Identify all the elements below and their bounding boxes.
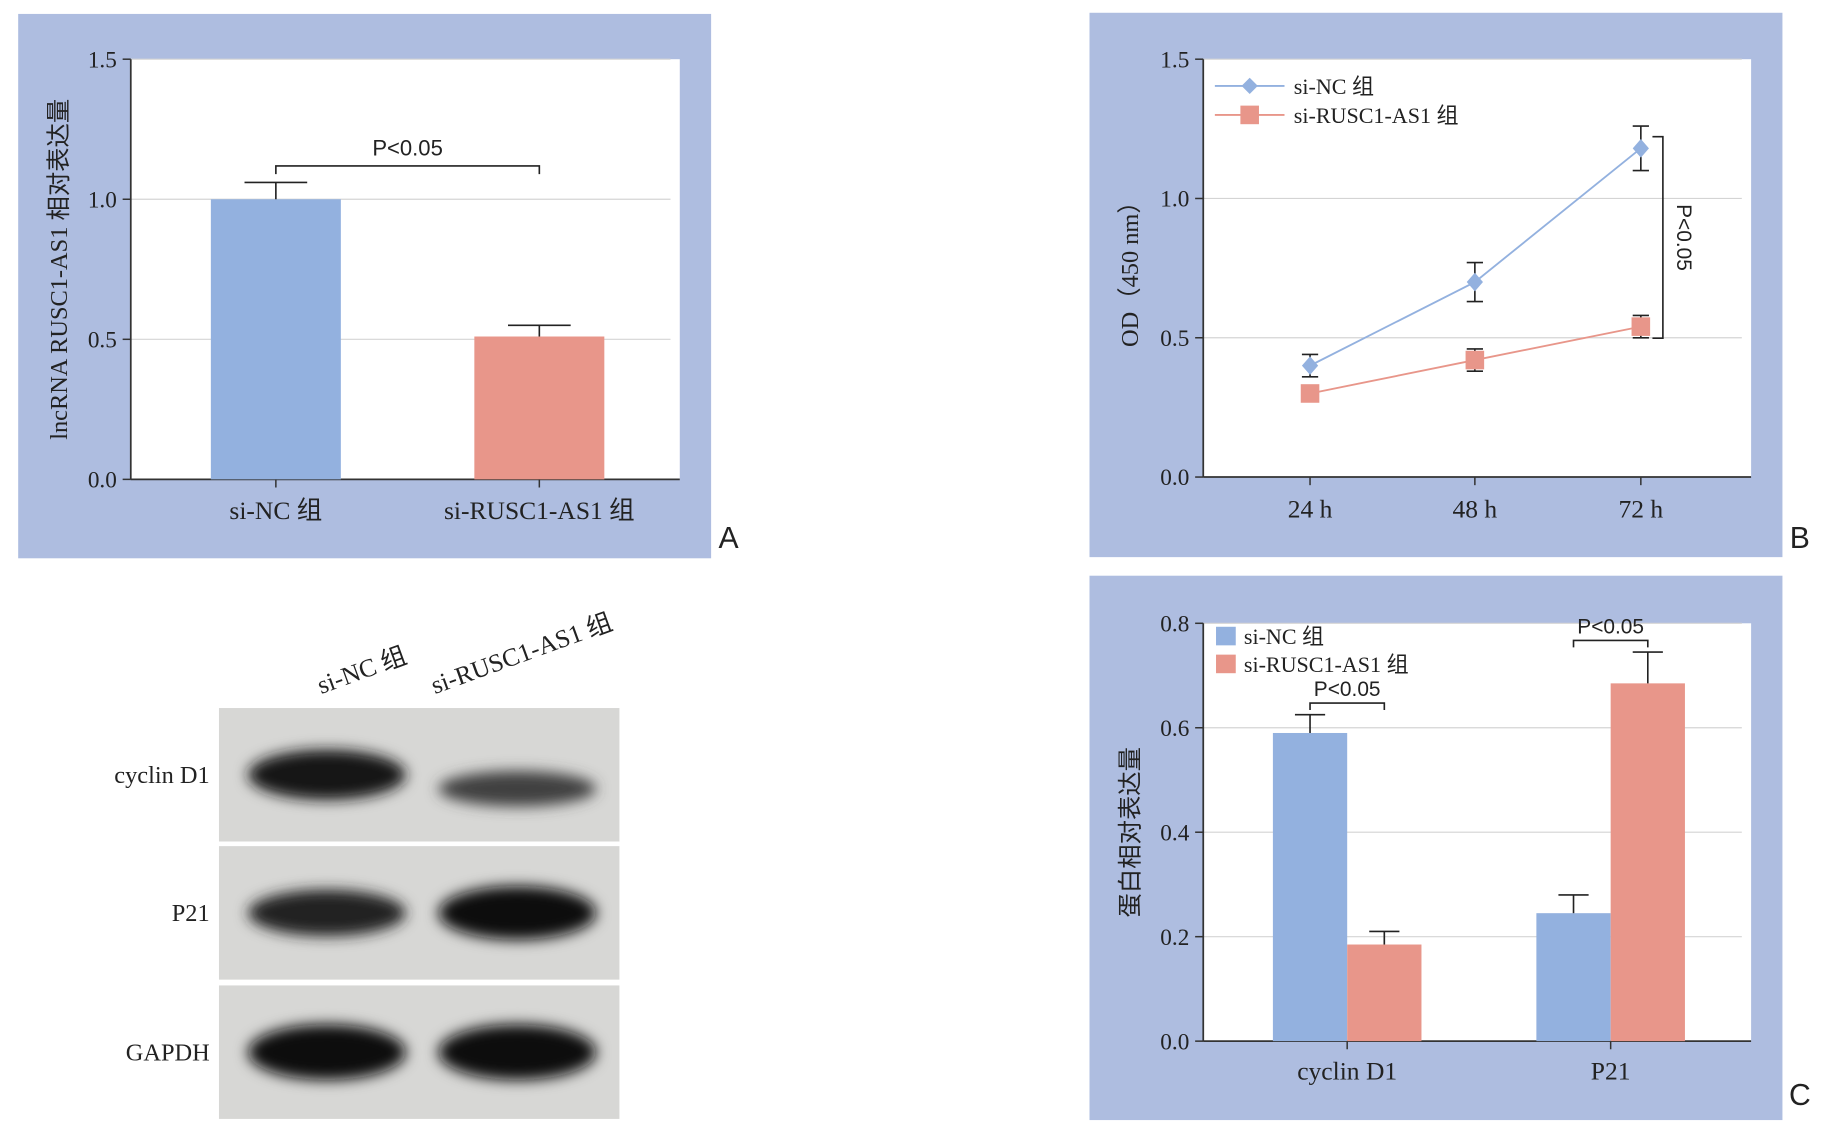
y-tick-label: 0.5 (1160, 326, 1189, 352)
y-tick-label: 0.6 (1160, 716, 1189, 742)
x-tick-label: si-NC 组 (229, 496, 322, 525)
panel-a: 0.0 0.5 1.0 1.5 si-NC 组 si-RUSC1-AS1 组 P<0.05 l… (18, 13, 739, 559)
y-axis-label: lncRNA RUSC1-AS1 相对表达量 (46, 99, 73, 440)
point-marker (1631, 317, 1651, 336)
legend-label: si-NC 组 (1294, 74, 1374, 99)
y-tick-label: 1.5 (1160, 47, 1189, 73)
lane-label: si-RUSC1-AS1 组 (427, 607, 616, 699)
point-marker (1300, 384, 1320, 403)
p-value-label: P<0.05 (372, 136, 443, 161)
bar (1272, 732, 1348, 1042)
significance-bracket (1309, 702, 1386, 711)
legend-marker (1240, 105, 1259, 125)
row-label: GAPDH (126, 1039, 210, 1066)
y-tick-label: 0.4 (1160, 820, 1189, 846)
legend-label: si-RUSC1-AS1 组 (1244, 652, 1409, 677)
significance-bracket (275, 165, 541, 175)
p-value-label: P<0.05 (1672, 204, 1695, 271)
p-value-label: P<0.05 (1314, 678, 1381, 701)
x-tick-label: 48 h (1453, 495, 1498, 524)
row-label: cyclin D1 (114, 762, 209, 789)
panel-label-c: C (1789, 1079, 1811, 1112)
panel-label-b: B (1790, 522, 1810, 555)
y-tick-label: 1.0 (1160, 187, 1189, 213)
x-tick-label: si-RUSC1-AS1 组 (444, 496, 635, 525)
legend-marker (1241, 77, 1258, 95)
p-value-label: P<0.05 (1577, 615, 1644, 638)
y-tick-label: 1.5 (88, 47, 117, 73)
significance-bracket (1652, 135, 1664, 340)
western-blot: si-NC 组 si-RUSC1-AS1 组 cyclin D1 P21 GAPDH (114, 607, 620, 1119)
protein-band (438, 885, 597, 940)
protein-band (438, 771, 597, 807)
x-tick-label: 24 h (1288, 495, 1333, 524)
y-tick-label: 0.0 (1160, 1029, 1189, 1055)
protein-band (248, 749, 406, 800)
bar (474, 336, 605, 480)
x-tick-label: P21 (1591, 1056, 1631, 1085)
y-tick-label: 1.0 (88, 187, 117, 213)
bar (1347, 944, 1422, 1042)
bar (1610, 683, 1685, 1042)
row-label: P21 (172, 900, 210, 927)
legend-swatch (1216, 654, 1236, 674)
y-tick-label: 0.8 (1160, 611, 1189, 637)
panel-label-a: A (718, 522, 739, 555)
bar (1536, 913, 1611, 1042)
significance-bracket (1572, 639, 1649, 648)
y-tick-label: 0.5 (88, 327, 117, 353)
y-axis-label: 蛋白相对表达量 (1117, 747, 1144, 918)
y-tick-label: 0.0 (88, 467, 117, 493)
bar (210, 199, 341, 480)
legend-label: si-RUSC1-AS1 组 (1294, 103, 1459, 128)
y-tick-label: 0.2 (1160, 925, 1189, 951)
y-axis-label: OD（450 nm） (1117, 189, 1144, 347)
x-tick-label: cyclin D1 (1297, 1056, 1397, 1085)
legend-label: si-NC 组 (1244, 624, 1324, 649)
plot-area (1203, 59, 1752, 478)
protein-band (248, 889, 406, 937)
protein-band (248, 1024, 406, 1081)
panel-b: 0.0 0.5 1.0 1.5 24 h 48 h 72 h si-NC 组 si-RUSC1-… (1089, 12, 1810, 558)
legend-swatch (1216, 626, 1236, 646)
y-tick-label: 0.0 (1160, 465, 1189, 491)
point-marker (1465, 350, 1485, 370)
point-marker (1632, 139, 1649, 158)
lane-label: si-NC 组 (313, 641, 410, 700)
protein-band (438, 1024, 597, 1081)
x-tick-label: 72 h (1619, 495, 1664, 524)
